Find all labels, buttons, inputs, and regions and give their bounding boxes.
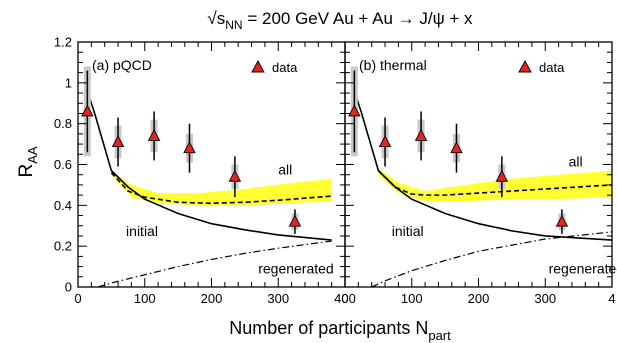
x-tick-label: 200 [468, 291, 490, 306]
x-tick-label: 100 [401, 291, 423, 306]
y-tick-label: 0.2 [54, 239, 72, 254]
curve-all [377, 170, 612, 196]
x-tick-label: 300 [267, 291, 289, 306]
curve-annotation: all [569, 154, 583, 170]
y-tick-label: 0.6 [54, 157, 72, 172]
data-point-marker [555, 214, 569, 227]
model-uncertainty-band [111, 170, 332, 206]
y-tick-label: 0.8 [54, 116, 72, 131]
data-point-marker [183, 141, 196, 154]
y-tick-label: 0.4 [54, 198, 72, 213]
curve-all [110, 172, 332, 205]
curve-annotation: initial [392, 223, 424, 239]
legend-marker [518, 60, 532, 73]
data-point-marker [450, 141, 463, 154]
data-point-marker [81, 104, 94, 117]
chart-title: √sNN = 200 GeV Au + Au → J/ψ + x [207, 9, 473, 32]
data-point-marker [495, 169, 509, 182]
x-tick-label: 200 [201, 291, 223, 306]
x-tick-label: 0 [341, 291, 348, 306]
curve-regenerated [97, 240, 332, 287]
data-point-marker [414, 128, 428, 141]
y-tick-label: 1 [65, 75, 72, 90]
data-point-marker [378, 135, 392, 147]
x-tick-label: 100 [134, 291, 156, 306]
x-tick-label: 0 [74, 291, 81, 306]
y-tick-label: 0 [65, 280, 72, 295]
panel-label: (a) pQCD [92, 57, 152, 73]
plot-area [81, 66, 332, 287]
legend-label: data [539, 60, 565, 75]
data-point-marker [348, 104, 361, 117]
x-tick-label: 400 [334, 291, 356, 306]
x-tick-label: 300 [534, 291, 556, 306]
data-point-marker [147, 128, 161, 141]
legend-label: data [272, 60, 298, 75]
x-axis-label: Number of participants Npart [229, 318, 451, 343]
y-tick-label: 1.2 [54, 35, 72, 50]
x-tick-label: 4 [608, 291, 615, 306]
data-point-marker [288, 214, 302, 227]
curve-regenerated [371, 231, 612, 287]
panel-label: (b) thermal [359, 57, 427, 73]
curve-initial [350, 82, 612, 241]
curve-annotation: regenerated [549, 261, 617, 277]
data-point-marker [111, 135, 125, 147]
curve-annotation: regenerated [258, 261, 334, 277]
y-axis-label: RAA [16, 146, 40, 177]
curve-annotation: all [278, 162, 292, 178]
model-uncertainty-band [378, 168, 612, 202]
data-point-marker [228, 169, 242, 182]
curve-annotation: initial [126, 223, 158, 239]
curve-initial [83, 82, 332, 241]
legend-marker [251, 60, 265, 73]
panel-thermal: 0 100 200 300 4 (b) thermal data all initial rege… [341, 41, 617, 306]
plot-area [348, 66, 612, 287]
